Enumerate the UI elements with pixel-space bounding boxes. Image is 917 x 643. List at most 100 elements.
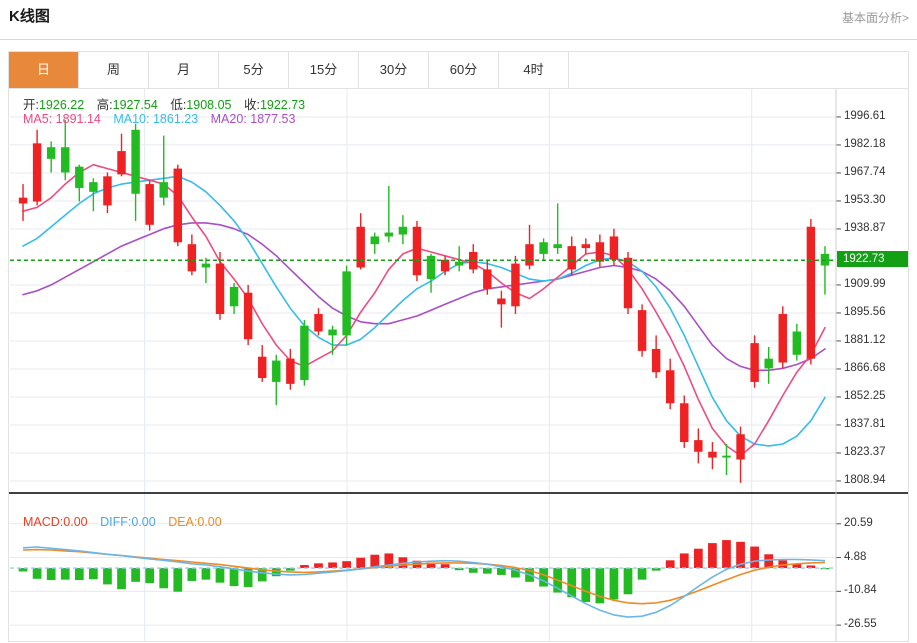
macd-histogram-bar — [750, 546, 759, 569]
tab-5[interactable]: 30分 — [359, 52, 429, 88]
tab-3[interactable]: 5分 — [219, 52, 289, 88]
macd-histogram-bar — [679, 553, 689, 569]
tab-label: 日 — [36, 62, 50, 77]
candle-body — [89, 182, 98, 192]
price-axis-label: 1808.94 — [844, 473, 886, 486]
ma-legend: MA5: 1891.14 MA10: 1861.23 MA20: 1877.53 — [23, 112, 304, 126]
kline-chart-canvas[interactable] — [9, 89, 909, 642]
candle-body — [722, 455, 731, 458]
candle-body — [272, 360, 281, 382]
fundamental-analysis-link[interactable]: 基本面分析> — [841, 11, 909, 25]
page-title: K线图 — [9, 8, 50, 25]
price-axis-label: 1938.87 — [844, 221, 886, 234]
macd-label: MACD: — [23, 515, 64, 529]
macd-histogram-bar — [60, 568, 70, 580]
macd-histogram-bar — [370, 554, 380, 569]
candle-body — [525, 244, 534, 266]
macd-legend: MACD:0.00 DIFF:0.00 DEA:0.00 — [23, 515, 231, 529]
candle-body — [215, 263, 225, 315]
tab-2[interactable]: 月 — [149, 52, 219, 88]
macd-histogram-bar — [637, 568, 647, 580]
macd-histogram-bar — [131, 568, 140, 582]
candle-body — [806, 226, 816, 359]
tab-6[interactable]: 60分 — [429, 52, 499, 88]
ma10-line — [22, 175, 826, 447]
macd-histogram-bar — [215, 568, 225, 583]
macd-histogram-bar — [482, 568, 492, 574]
macd-histogram-bar — [623, 568, 633, 595]
macd-value: 0.00 — [63, 515, 88, 529]
macd-histogram-bar — [384, 553, 394, 569]
macd-histogram-bar — [145, 568, 155, 584]
tab-filler — [569, 52, 908, 88]
ma20-label: MA20: — [210, 112, 247, 126]
tab-label: 月 — [176, 62, 190, 77]
macd-histogram-bar — [736, 541, 745, 569]
price-axis-label: 1982.18 — [844, 137, 886, 150]
macd-histogram-bar — [314, 563, 323, 569]
macd-histogram-bar — [426, 562, 436, 569]
candle-body — [651, 348, 661, 373]
dea-label: DEA: — [168, 515, 198, 529]
macd-histogram-bar — [229, 568, 239, 587]
tab-0[interactable]: 日 — [9, 52, 79, 88]
candle-body — [257, 356, 267, 379]
candle-body — [103, 176, 112, 206]
macd-histogram-bar — [764, 554, 774, 569]
tab-4[interactable]: 15分 — [289, 52, 359, 88]
close-label: 收: — [243, 98, 260, 112]
page-header: K线图 基本面分析> — [0, 0, 917, 40]
candle-body — [328, 329, 337, 336]
candle-body — [61, 147, 70, 173]
open-value: 1926.22 — [38, 98, 85, 112]
tab-1[interactable]: 周 — [79, 52, 149, 88]
ma20-line — [22, 222, 826, 372]
price-axis-label: 1837.81 — [844, 417, 886, 430]
candle-body — [637, 310, 647, 351]
tab-label: 30分 — [379, 62, 408, 77]
candle-body — [18, 197, 28, 204]
candle-body — [483, 269, 492, 289]
candle-body — [623, 257, 633, 309]
open-label: 开: — [23, 98, 39, 112]
low-label: 低: — [170, 98, 187, 112]
macd-histogram-bar — [300, 565, 309, 569]
macd-histogram-bar — [271, 568, 281, 577]
macd-histogram-bar — [46, 568, 56, 581]
current-price-badge: 1922.73 — [837, 251, 908, 268]
candle-body — [46, 147, 56, 159]
low-value: 1908.05 — [186, 98, 232, 112]
macd-histogram-bar — [511, 568, 520, 578]
macd-histogram-bar — [581, 568, 591, 603]
candle-body — [680, 403, 689, 443]
price-axis-label: 1909.99 — [844, 277, 886, 290]
tab-7[interactable]: 4时 — [499, 52, 569, 88]
ma5-label: MA5: — [23, 112, 53, 126]
price-axis-label: 1967.74 — [844, 165, 886, 178]
macd-histogram-bar — [722, 540, 731, 569]
price-axis-label: 1852.25 — [844, 389, 886, 402]
candle-body — [370, 236, 379, 245]
macd-histogram-bar — [243, 568, 253, 587]
macd-histogram-bar — [708, 543, 717, 569]
candle-body — [131, 129, 140, 194]
macd-axis-label: 4.88 — [844, 550, 867, 563]
ma20-value: 1877.53 — [250, 112, 296, 126]
macd-histogram-bar — [806, 565, 816, 569]
candle-body — [229, 286, 239, 307]
candle-body — [581, 244, 591, 249]
candle-body — [553, 244, 562, 249]
macd-histogram-bar — [609, 568, 619, 600]
macd-axis-label: -26.55 — [844, 618, 877, 631]
dea-value: 0.00 — [197, 515, 222, 529]
candle-body — [778, 314, 787, 363]
macd-histogram-bar — [201, 568, 211, 580]
candle-body — [300, 325, 309, 380]
candle-body — [75, 166, 84, 188]
ma5-value: 1891.14 — [55, 112, 101, 126]
macd-axis-label: -10.84 — [844, 584, 877, 597]
timeframe-tabs: 日 周 月 5分 15分 30分 60分 4时 — [8, 51, 909, 89]
candle-body — [412, 226, 422, 276]
candle-body — [792, 331, 802, 355]
